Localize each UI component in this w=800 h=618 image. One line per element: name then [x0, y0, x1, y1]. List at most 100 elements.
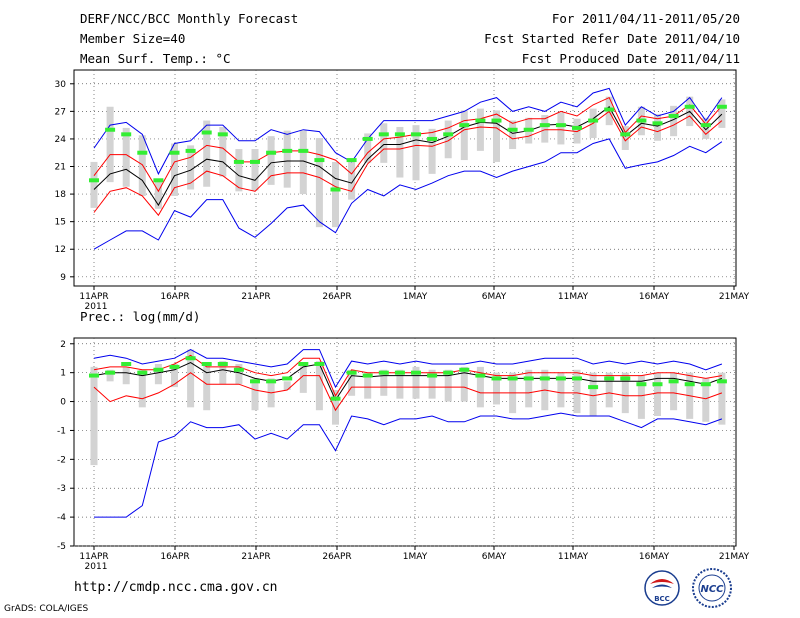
ensemble-box — [364, 372, 372, 399]
x-tick-label: 11MAY — [558, 552, 589, 562]
x-tick-label: 21MAY — [719, 292, 750, 302]
median-marker — [443, 132, 454, 137]
ensemble-box — [122, 127, 130, 187]
chart-panel-temperature: 9 12 15 18 21 24 27 30 11APR 16APR 21APR 26APR 1MAY 6… — [55, 69, 750, 312]
ensemble-box — [670, 105, 678, 137]
median-marker — [282, 376, 293, 381]
ensemble-box — [493, 110, 500, 162]
ensemble-box — [460, 366, 468, 402]
x-tick-label: 11MAY — [558, 292, 589, 302]
median-marker — [427, 136, 438, 141]
median-marker — [346, 370, 357, 375]
ensemble-box — [332, 161, 339, 228]
median-marker — [555, 123, 566, 128]
ensemble-box — [90, 366, 98, 466]
median-marker — [137, 150, 148, 155]
y-tick-label: 1 — [60, 369, 66, 379]
median-marker — [555, 376, 566, 381]
y-tick-label: -5 — [57, 542, 66, 552]
ensemble-box — [235, 149, 243, 192]
std-lower-line — [93, 110, 723, 217]
svg-text:NCC: NCC — [700, 584, 724, 595]
ensemble-box — [525, 369, 533, 408]
ensemble-box — [106, 106, 114, 183]
ensemble-box — [251, 378, 259, 411]
median-marker — [298, 362, 309, 366]
ensemble-box — [476, 366, 484, 408]
ensemble-box — [203, 120, 211, 187]
median-marker — [330, 396, 341, 401]
median-marker — [443, 370, 454, 375]
ensemble-box — [444, 369, 452, 402]
ensemble-box — [460, 110, 468, 161]
y-tick-label: 15 — [55, 218, 66, 228]
median-marker — [105, 370, 116, 375]
header-right: For 2011/04/11-2011/05/20 Fcst Started R… — [484, 9, 740, 69]
ensemble-box — [380, 123, 388, 163]
median-marker — [121, 132, 132, 137]
max-line — [93, 349, 723, 389]
median-marker — [475, 118, 486, 123]
median-marker — [89, 373, 99, 378]
median-marker — [652, 382, 663, 387]
x-year-label: 2011 — [85, 562, 108, 572]
median-marker — [588, 118, 599, 123]
ensemble-box — [315, 138, 323, 228]
x-tick-label: 21MAY — [719, 552, 750, 562]
median-marker — [105, 127, 116, 132]
median-marker — [298, 148, 309, 153]
ensemble-box — [654, 372, 661, 416]
ensemble-box — [154, 180, 162, 209]
ensemble-box — [702, 117, 710, 139]
grads-credit: GrADS: COLA/IGES — [4, 604, 89, 614]
plot-frame — [73, 337, 737, 547]
mean-line — [93, 362, 723, 402]
ensemble-box — [203, 364, 211, 411]
x-tick-label: 1MAY — [403, 552, 428, 562]
ensemble-box — [444, 120, 452, 159]
median-marker — [604, 376, 615, 381]
median-marker — [620, 376, 631, 381]
ensemble-box — [187, 349, 195, 408]
x-year-label: 2011 — [85, 302, 108, 312]
logos: BCC NCC — [644, 568, 732, 608]
y-tick-label: -2 — [57, 455, 66, 465]
ensemble-box — [364, 133, 372, 163]
chart-panel-precipitation: -5 -4 -3 -2 -1 0 1 2 11APR 16APR 21APR 26APR 1MAY 6MA… — [57, 337, 750, 572]
y-tick-label: 0 — [60, 398, 66, 408]
median-marker — [636, 382, 647, 387]
variable-label: Mean Surf. Temp.: °C — [80, 51, 231, 66]
ensemble-box — [219, 126, 227, 177]
median-marker — [652, 121, 663, 126]
median-marker — [507, 127, 518, 132]
median-marker — [282, 148, 293, 153]
x-tick-label: 21APR — [241, 552, 270, 562]
median-marker — [201, 362, 212, 366]
median-marker — [250, 379, 260, 384]
median-marker — [137, 370, 148, 375]
y-tick-label: 24 — [55, 135, 67, 145]
header-left: DERF/NCC/BCC Monthly Forecast Member Siz… — [80, 9, 298, 69]
median-marker — [684, 382, 695, 387]
std-upper-line — [93, 354, 722, 397]
y-tick-label: 9 — [60, 273, 66, 283]
ensemble-box — [219, 361, 227, 385]
ensemble-box — [348, 369, 356, 396]
ensemble-box — [702, 378, 710, 422]
median-marker — [362, 373, 373, 378]
max-line — [93, 87, 723, 176]
median-marker — [185, 356, 196, 361]
median-marker — [491, 118, 502, 123]
footer-url[interactable]: http://cmdp.ncc.cma.gov.cn — [74, 580, 278, 595]
median-marker — [716, 379, 727, 384]
ensemble-box — [396, 126, 404, 178]
forecast-range: For 2011/04/11-2011/05/20 — [551, 11, 740, 26]
median-marker — [491, 376, 502, 381]
ensemble-box — [171, 143, 178, 196]
median-marker — [233, 159, 244, 164]
median-marker — [121, 362, 132, 366]
x-tick-label: 11APR — [79, 552, 108, 562]
median-marker — [523, 127, 534, 132]
median-marker — [314, 158, 325, 163]
